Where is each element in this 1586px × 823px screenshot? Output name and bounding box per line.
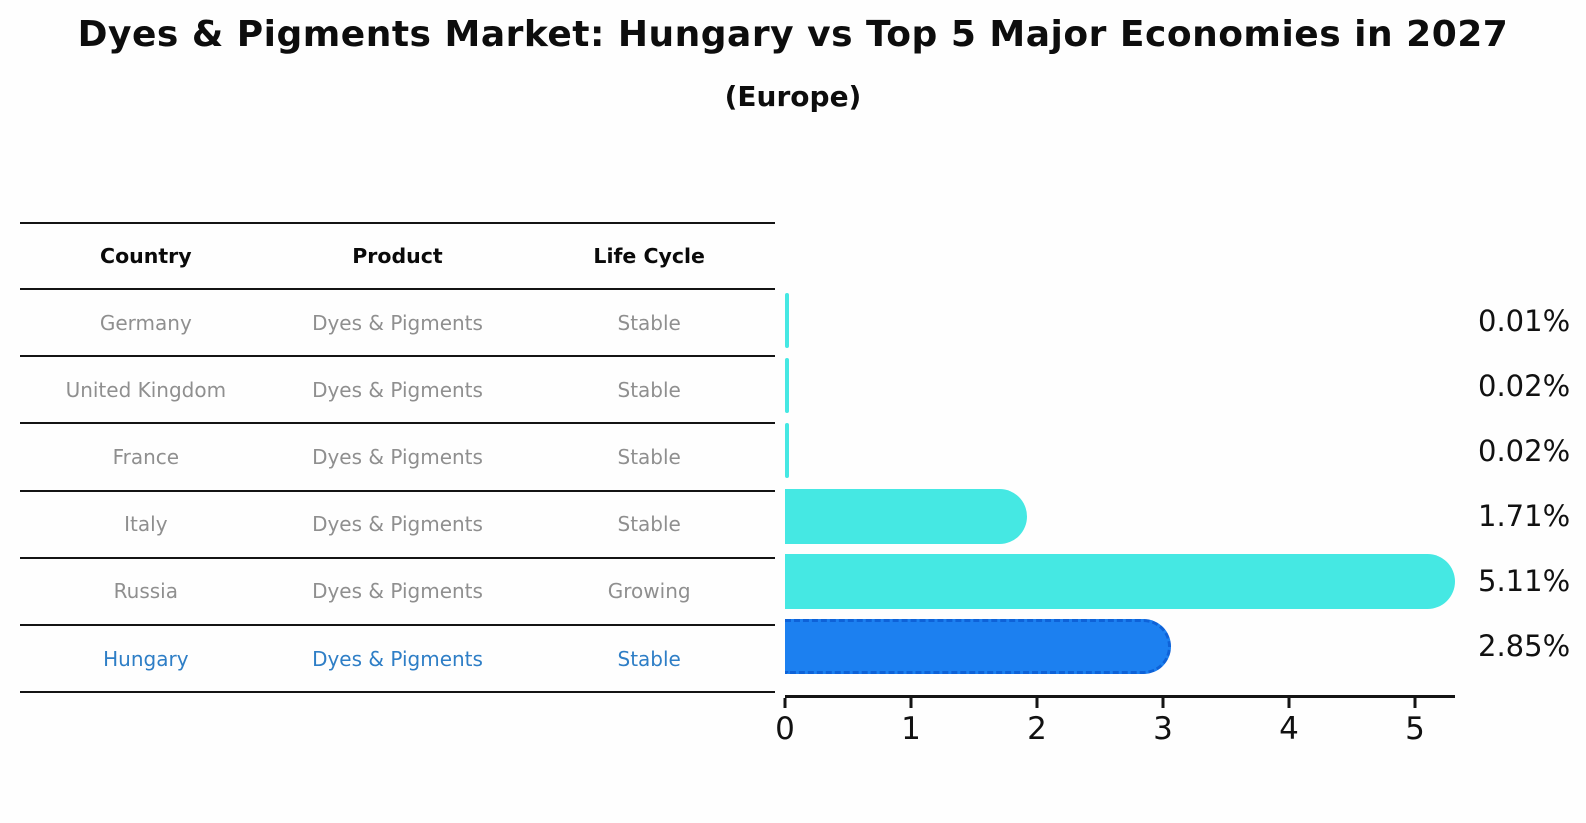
bar-value-label: 5.11% (1478, 564, 1571, 599)
column-header-product: Product (352, 244, 443, 268)
bar-value-label: 0.02% (1478, 368, 1571, 403)
country-cell: United Kingdom (65, 377, 227, 402)
table-row: France Dyes & Pigments Stable (20, 424, 775, 492)
life-cycle-cell: Stable (617, 444, 681, 469)
x-axis-tick (909, 698, 913, 708)
bar-value-label: 0.01% (1478, 303, 1571, 338)
product-cell: Dyes & Pigments (312, 646, 483, 671)
bar-chart: 0 1 2 3 4 5 (775, 288, 1455, 747)
x-axis-tick (1035, 698, 1039, 708)
table-row: Germany Dyes & Pigments Stable (20, 290, 775, 358)
bar-italy (785, 488, 1028, 544)
product-cell: Dyes & Pigments (312, 377, 483, 402)
x-axis-tick (783, 698, 787, 708)
life-cycle-cell: Stable (617, 310, 681, 335)
x-axis-tick-label: 4 (1279, 711, 1299, 747)
country-cell: Germany (99, 310, 192, 335)
x-axis-tick-label: 3 (1153, 711, 1173, 747)
table-row: Hungary Dyes & Pigments Stable (20, 626, 775, 694)
country-cell: Italy (124, 512, 168, 537)
life-cycle-cell: Growing (607, 579, 691, 604)
table-row: Italy Dyes & Pigments Stable (20, 492, 775, 559)
product-cell: Dyes & Pigments (312, 512, 483, 537)
x-axis-tick-label: 1 (901, 711, 921, 747)
x-axis-tick-label: 5 (1405, 711, 1425, 747)
column-header-life-cycle: Life Cycle (593, 244, 705, 268)
page-subtitle: (Europe) (724, 80, 862, 113)
bar-value-label: 0.02% (1478, 433, 1571, 468)
bar-row (785, 549, 1455, 614)
bar-russia (785, 553, 1455, 609)
bar-hungary (785, 618, 1172, 674)
table-row: United Kingdom Dyes & Pigments Stable (20, 357, 775, 425)
bar-value-label: 1.71% (1478, 499, 1571, 534)
life-cycle-cell: Stable (617, 512, 681, 537)
x-axis-tick-label: 0 (775, 711, 795, 747)
bar-value-label: 2.85% (1478, 629, 1571, 664)
page-title: Dyes & Pigments Market: Hungary vs Top 5… (77, 14, 1509, 55)
bar-row (785, 353, 1455, 418)
country-cell: Russia (113, 579, 178, 604)
life-cycle-cell: Stable (617, 646, 681, 671)
product-cell: Dyes & Pigments (312, 310, 483, 335)
bar-germany (785, 293, 789, 349)
x-axis-tick-label: 2 (1027, 711, 1047, 747)
bar-row (785, 483, 1455, 548)
table-header-row: Country Product Life Cycle (20, 224, 775, 290)
bar-france (785, 423, 789, 479)
x-axis-tick (1161, 698, 1165, 708)
bar-united-kingdom (785, 358, 789, 414)
life-cycle-cell: Stable (617, 377, 681, 402)
country-cell: Hungary (103, 646, 189, 671)
bar-row (785, 614, 1455, 679)
column-header-country: Country (100, 244, 192, 268)
bar-row (785, 418, 1455, 483)
x-axis-tick (1287, 698, 1291, 708)
product-cell: Dyes & Pigments (312, 444, 483, 469)
x-axis-tick (1413, 698, 1417, 708)
country-cell: France (112, 444, 180, 469)
table-row: Russia Dyes & Pigments Growing (20, 559, 775, 626)
value-labels-column: 0.01% 0.02% 0.02% 1.71% 5.11% 2.85% (1478, 288, 1570, 679)
country-table: Country Product Life Cycle Germany Dyes … (20, 222, 775, 694)
product-cell: Dyes & Pigments (312, 579, 483, 604)
bar-row (785, 288, 1455, 353)
